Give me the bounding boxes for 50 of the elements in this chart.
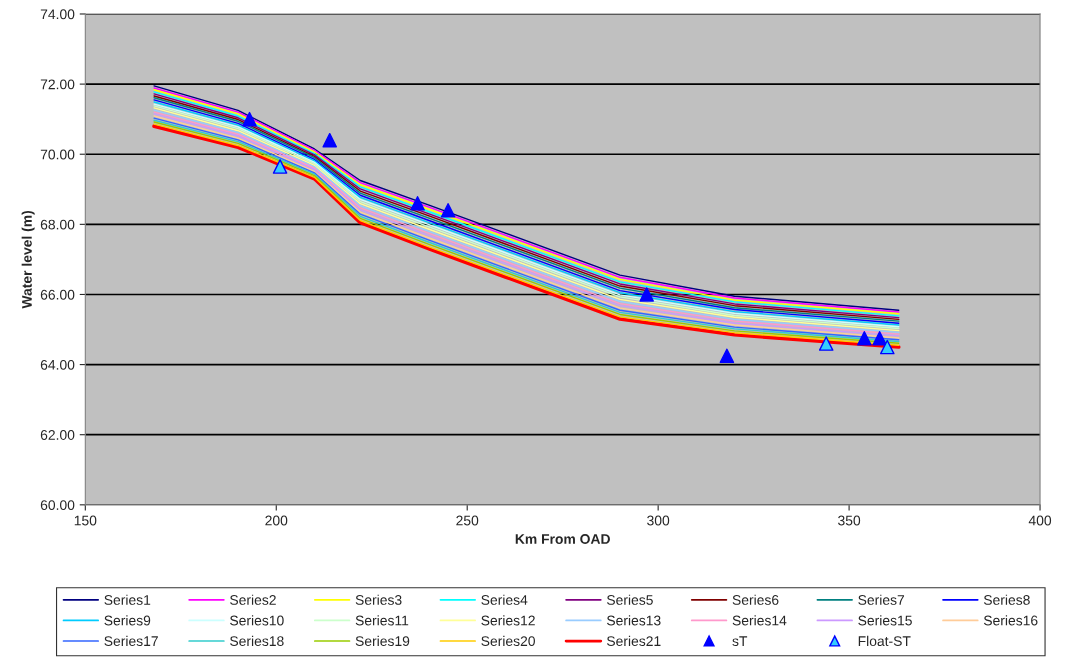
y-tick-label: 60.00 [40, 500, 75, 510]
legend-label: Series11 [355, 615, 409, 626]
x-tick-label: 350 [838, 515, 861, 526]
x-tick-label: 300 [647, 515, 670, 526]
point [272, 159, 288, 174]
point [242, 111, 257, 127]
point [719, 348, 735, 364]
legend-label: Series10 [230, 615, 284, 626]
y-tick-label: 70.00 [40, 149, 75, 160]
legend-label: Series21 [606, 635, 661, 647]
legend-label: Series14 [732, 615, 787, 626]
legend-label: Series19 [355, 635, 410, 647]
point [872, 331, 887, 346]
y-tick-label: 62.00 [40, 430, 75, 440]
point [322, 132, 338, 148]
x-tick-label: 200 [265, 515, 288, 526]
legend-label: Series5 [606, 594, 653, 605]
legend-label: Series18 [230, 635, 284, 647]
y-tick-label: 66.00 [40, 289, 75, 300]
x-tick-label: 150 [74, 515, 97, 526]
point [410, 196, 425, 211]
legend-label: Series7 [858, 594, 905, 605]
legend-label: Series12 [481, 615, 535, 626]
legend-label: Series9 [104, 615, 151, 626]
x-tick-label: 400 [1028, 515, 1052, 526]
legend-label: Series8 [983, 594, 1030, 605]
legend-label: Series6 [732, 594, 779, 605]
y-tick-label: 74.00 [40, 9, 75, 20]
y-tick-label: 64.00 [40, 359, 75, 370]
legend-label: Series4 [481, 594, 528, 605]
legend-label: Series15 [858, 615, 912, 626]
x-tick-label: 250 [456, 515, 479, 526]
point [639, 287, 654, 302]
y-axis-title: Water level (m) [21, 210, 35, 309]
point [857, 331, 872, 346]
legend-label: Series16 [983, 615, 1038, 626]
y-tick-label: 72.00 [40, 79, 75, 90]
point [818, 336, 834, 351]
point [440, 203, 456, 218]
x-axis-title: Km From OAD [515, 534, 610, 544]
legend-label: Float-ST [858, 635, 911, 647]
legend-label: Series13 [606, 615, 661, 626]
point [880, 339, 895, 355]
legend-label: Series3 [355, 594, 402, 605]
legend-label: sT [732, 636, 748, 647]
y-tick-label: 68.00 [40, 219, 75, 230]
legend-label: Series1 [104, 594, 151, 605]
legend-label: Series2 [230, 594, 276, 605]
legend-label: Series17 [104, 635, 158, 647]
legend-label: Series20 [481, 635, 535, 647]
